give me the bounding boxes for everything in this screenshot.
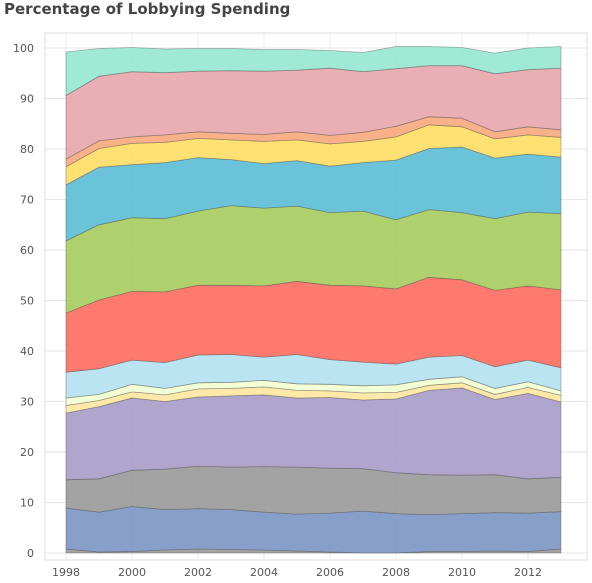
y-axis-ticks: 0 10 20 30 40 50 60 70 80 90 100 xyxy=(13,42,34,560)
area-series-1[interactable] xyxy=(65,548,562,554)
y-tick-label: 50 xyxy=(20,295,34,308)
area-series-8[interactable] xyxy=(65,276,562,373)
area-series-6[interactable] xyxy=(65,376,562,406)
y-tick-label: 0 xyxy=(27,547,34,560)
x-tick-label: 2006 xyxy=(316,566,344,579)
y-tick-label: 70 xyxy=(20,194,34,207)
y-tick-label: 90 xyxy=(20,93,34,106)
area-series-4[interactable] xyxy=(65,387,562,481)
area-series-14[interactable] xyxy=(65,46,562,97)
y-tick-label: 60 xyxy=(20,244,34,257)
x-tick-label: 2000 xyxy=(118,566,146,579)
stacked-areas xyxy=(65,46,562,554)
y-tick-label: 20 xyxy=(20,446,34,459)
y-tick-label: 80 xyxy=(20,143,34,156)
y-tick-label: 30 xyxy=(20,396,34,409)
area-series-12[interactable] xyxy=(65,116,562,168)
y-tick-label: 100 xyxy=(13,42,34,55)
x-axis-ticks: 1998 2000 2002 2004 2006 2008 2010 2012 xyxy=(52,566,542,579)
x-tick-label: 1998 xyxy=(52,566,80,579)
chart-title: Percentage of Lobbying Spending xyxy=(4,0,291,18)
x-tick-label: 2012 xyxy=(514,566,542,579)
x-tick-label: 2004 xyxy=(250,566,278,579)
x-tick-label: 2010 xyxy=(448,566,476,579)
y-tick-label: 10 xyxy=(20,497,34,510)
y-tick-label: 40 xyxy=(20,345,34,358)
area-series-13[interactable] xyxy=(65,65,562,160)
x-tick-label: 2002 xyxy=(184,566,212,579)
x-tick-label: 2008 xyxy=(382,566,410,579)
